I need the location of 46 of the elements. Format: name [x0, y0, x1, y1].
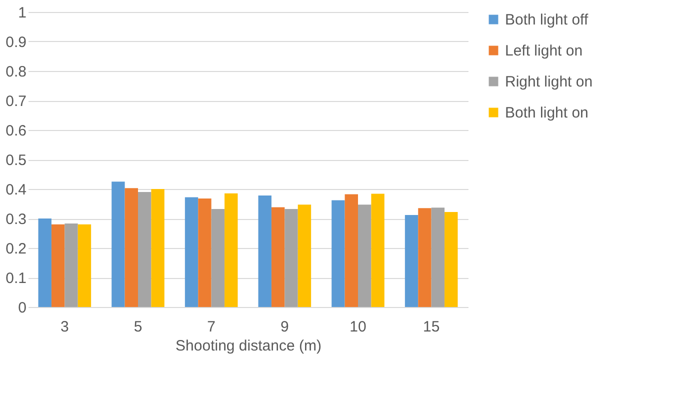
- x-tick-label: 5: [134, 318, 142, 336]
- bar: [78, 224, 92, 307]
- bar: [124, 188, 138, 307]
- legend-label: Both light off: [505, 12, 589, 28]
- bar: [151, 189, 164, 307]
- bar: [271, 207, 285, 307]
- bar: [371, 194, 384, 307]
- bar: [38, 218, 52, 307]
- bar: [224, 193, 238, 307]
- bar: [358, 204, 372, 307]
- y-tick-label: 0.1: [6, 270, 26, 287]
- bar: [404, 214, 418, 307]
- y-tick-label: 0.4: [6, 182, 26, 198]
- x-tick-label: 3: [60, 318, 69, 336]
- legend-label: Both light on: [505, 104, 588, 122]
- bar: [64, 224, 78, 307]
- x-tick-label: 10: [350, 318, 366, 336]
- x-tick-label: 7: [207, 318, 216, 336]
- y-tick-label: 0.8: [6, 64, 26, 80]
- legend-label: Right light on: [505, 74, 593, 90]
- x-axis-title: Shooting distance (m): [176, 338, 322, 354]
- x-tick-label: 15: [422, 318, 440, 336]
- y-tick-label: 0.2: [6, 240, 26, 258]
- legend-label: Left light on: [505, 42, 583, 60]
- bar: [258, 195, 272, 307]
- bar: [138, 192, 152, 307]
- y-tick-label: 0.5: [6, 152, 26, 169]
- y-tick-label: 0.3: [6, 211, 26, 228]
- bar: [344, 194, 358, 307]
- bar: [431, 208, 445, 307]
- bar: [418, 208, 432, 307]
- y-tick-label: 0.7: [6, 93, 26, 110]
- bar: [211, 209, 225, 307]
- bar: [444, 212, 458, 307]
- bar: [184, 197, 198, 307]
- x-tick-label: 9: [280, 318, 289, 336]
- y-tick-label: 0.6: [6, 122, 26, 140]
- y-tick-label: 0.9: [6, 34, 26, 51]
- bar: [112, 182, 125, 307]
- y-tick-label: 1: [18, 4, 26, 22]
- bar: [332, 200, 345, 307]
- bar: [51, 224, 65, 307]
- y-tick-label: 0: [18, 300, 26, 316]
- bar: [284, 209, 298, 307]
- bar: [198, 198, 212, 307]
- bar: [298, 204, 312, 307]
